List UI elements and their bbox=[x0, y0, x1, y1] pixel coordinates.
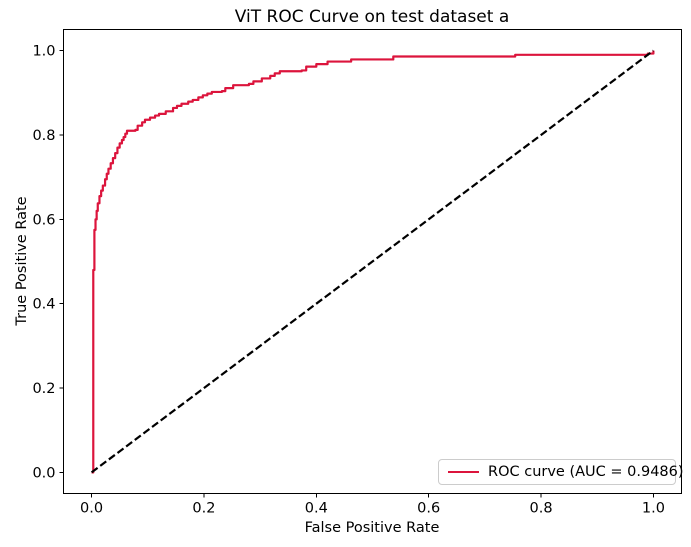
y-tick-label: 0.6 bbox=[32, 212, 55, 228]
y-tick-label: 1.0 bbox=[32, 44, 55, 60]
y-tick-label: 0.2 bbox=[32, 381, 55, 397]
x-tick-label: 0.6 bbox=[417, 501, 440, 517]
roc-curve-line bbox=[91, 50, 655, 474]
axis-ticks: 0.0 0.2 0.4 0.6 0.8 1.0 0.0 0.2 0.4 0.6 0.8 1.0 bbox=[32, 44, 665, 517]
chart-title: ViT ROC Curve on test dataset a bbox=[234, 7, 510, 27]
chance-diagonal-line bbox=[90, 49, 655, 474]
y-tick-label: 0.4 bbox=[32, 297, 55, 313]
y-axis-label-text: True Positive Rate bbox=[14, 196, 30, 326]
axes-spines bbox=[63, 29, 682, 494]
x-tick-label: 0.4 bbox=[305, 501, 328, 517]
roc-curve-legend-swatch bbox=[448, 471, 479, 473]
x-tick-label: 0.8 bbox=[530, 501, 553, 517]
y-tick-label: 0.8 bbox=[32, 128, 55, 144]
x-tick-label: 0.2 bbox=[192, 501, 215, 517]
y-tick-label: 0.0 bbox=[32, 465, 55, 481]
x-axis-label: False Positive Rate bbox=[304, 520, 440, 536]
x-tick-label: 1.0 bbox=[642, 501, 665, 517]
legend: ROC curve (AUC = 0.9486) bbox=[438, 459, 684, 485]
x-tick-label: 0.0 bbox=[80, 501, 103, 517]
roc-curve-legend-label: ROC curve (AUC = 0.9486) bbox=[488, 464, 684, 480]
